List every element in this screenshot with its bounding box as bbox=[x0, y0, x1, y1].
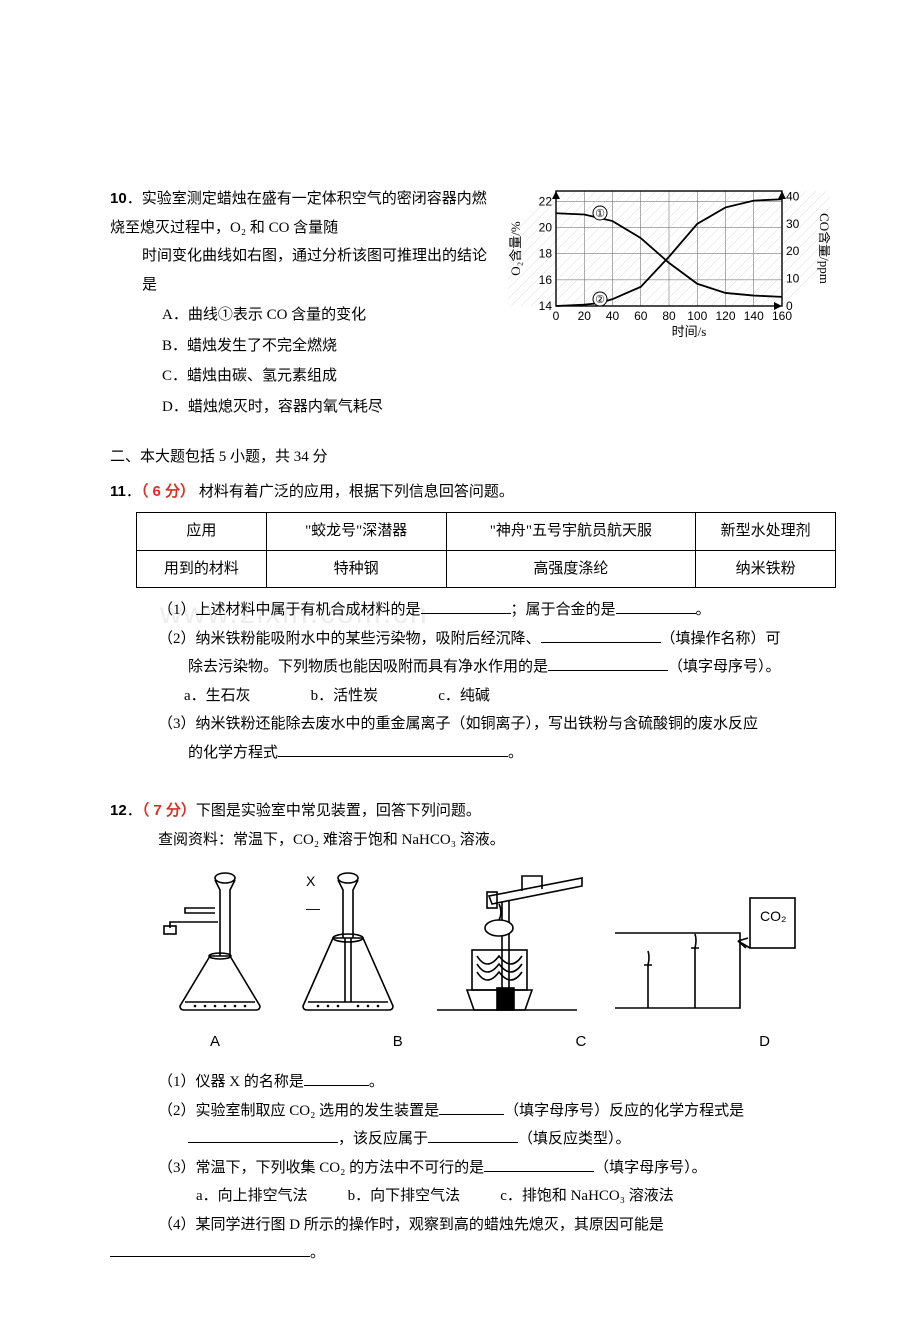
q10-number: 10 bbox=[110, 190, 127, 207]
svg-text:16: 16 bbox=[539, 273, 553, 287]
svg-text:O₂含量/%: O₂含量/% bbox=[508, 221, 523, 276]
blank bbox=[616, 613, 696, 614]
svg-text:20: 20 bbox=[539, 221, 553, 235]
question-10: 10．实验室测定蜡烛在盛有一定体积空气的密闭容器内燃烧至熄灭过程中，O₂ 和 C… bbox=[110, 185, 830, 423]
svg-text:40: 40 bbox=[786, 189, 800, 203]
q11-p1b: ；属于合金的是 bbox=[511, 602, 616, 618]
svg-text:100: 100 bbox=[687, 309, 707, 323]
q11-opt-b: b．活性炭 bbox=[311, 682, 379, 711]
apparatus-d: CO₂ bbox=[610, 893, 800, 1024]
q12-sub4b: 。 bbox=[310, 1245, 325, 1261]
table-cell: 纳米铁粉 bbox=[696, 550, 836, 588]
svg-text:140: 140 bbox=[744, 309, 764, 323]
q10-opt-a: A．曲线①表示 CO 含量的变化 bbox=[162, 301, 488, 330]
q11-lead: 材料有着广泛的应用，根据下列信息回答问题。 bbox=[195, 484, 514, 500]
svg-text:②: ② bbox=[595, 294, 605, 306]
svg-text:80: 80 bbox=[662, 309, 676, 323]
q11-points: （ 6 分） bbox=[141, 483, 195, 500]
label-a: A bbox=[210, 1028, 220, 1057]
q10-opt-c: C．蜡烛由碳、氢元素组成 bbox=[162, 362, 488, 391]
label-c: C bbox=[576, 1028, 587, 1057]
svg-text:时间/s: 时间/s bbox=[672, 324, 707, 339]
q12-sub1b: 。 bbox=[369, 1074, 384, 1090]
table-cell: "神舟"五号宇航员航天服 bbox=[446, 513, 696, 551]
label-b: B bbox=[393, 1028, 403, 1057]
svg-text:18: 18 bbox=[539, 247, 553, 261]
q11-table: 应用"蛟龙号"深潜器"神舟"五号宇航员航天服新型水处理剂用到的材料特种钢高强度涤… bbox=[136, 512, 836, 588]
svg-text:20: 20 bbox=[578, 309, 592, 323]
label-x: X bbox=[306, 873, 315, 889]
q10-opt-d: D．蜡烛熄灭时，容器内氧气耗尽 bbox=[162, 393, 488, 422]
svg-text:20: 20 bbox=[786, 244, 800, 258]
table-cell: 用到的材料 bbox=[137, 550, 267, 588]
q11-p1c: 。 bbox=[696, 602, 711, 618]
svg-text:14: 14 bbox=[539, 299, 553, 313]
blank bbox=[188, 1142, 338, 1143]
q11-p2-line2b: （填字母序号）。 bbox=[668, 659, 781, 675]
blank bbox=[548, 670, 668, 671]
svg-text:120: 120 bbox=[715, 309, 735, 323]
q12-lead: 下图是实验室中常见装置，回答下列问题。 bbox=[196, 803, 481, 819]
q12-opt3a: a．向上排空气法 bbox=[196, 1182, 308, 1211]
q11-p2a: （2）纳米铁粉能吸附水中的某些污染物，吸附后经沉降、 bbox=[158, 631, 541, 647]
svg-text:40: 40 bbox=[606, 309, 620, 323]
q11-p3a: （3）纳米铁粉还能除去废水中的重金属离子（如铜离子），写出铁粉与含硫酸铜的废水反… bbox=[110, 710, 830, 739]
q10-stem2: 时间变化曲线如右图，通过分析该图可推理出的结论是 bbox=[110, 242, 488, 299]
question-12: 12．（ 7 分）下图是实验室中常见装置，回答下列问题。 查阅资料：常温下，CO… bbox=[110, 797, 830, 1268]
table-cell: 高强度涤纶 bbox=[446, 550, 696, 588]
q12-opt3b: b．向下排空气法 bbox=[348, 1182, 461, 1211]
q10-opt-b: B．蜡烛发生了不完全燃烧 bbox=[162, 332, 488, 361]
blank bbox=[304, 1085, 369, 1086]
svg-text:CO含量/ppm: CO含量/ppm bbox=[817, 213, 830, 284]
question-11: 11．（ 6 分） 材料有着广泛的应用，根据下列信息回答问题。 应用"蛟龙号"深… bbox=[110, 478, 830, 768]
table-cell: 应用 bbox=[137, 513, 267, 551]
co2-label: CO₂ bbox=[760, 908, 786, 924]
blank bbox=[278, 756, 508, 757]
q12-number: 12 bbox=[110, 802, 127, 819]
q10-stem: ．实验室测定蜡烛在盛有一定体积空气的密闭容器内燃烧至熄灭过程中，O₂ 和 CO … bbox=[110, 191, 487, 236]
apparatus-c bbox=[427, 868, 587, 1024]
q11-p2-line2a: 除去污染物。下列物质也能因吸附而具有净水作用的是 bbox=[188, 659, 548, 675]
q11-opt-c: c．纯碱 bbox=[438, 682, 490, 711]
q12-points: （ 7 分） bbox=[142, 802, 196, 819]
table-cell: "蛟龙号"深潜器 bbox=[266, 513, 446, 551]
blank bbox=[484, 1171, 594, 1172]
blank bbox=[421, 613, 511, 614]
q12-sub3b: （填字母序号）。 bbox=[594, 1160, 707, 1176]
apparatus-a: X — bbox=[160, 868, 270, 1024]
q11-opt-a: a．生石灰 bbox=[184, 682, 251, 711]
q12-ref: 查阅资料：常温下，CO₂ 难溶于饱和 NaHCO₃ 溶液。 bbox=[110, 826, 830, 855]
svg-text:60: 60 bbox=[634, 309, 648, 323]
q12-sub4a: （4）某同学进行图 D 所示的操作时，观察到高的蜡烛先熄灭，其原因可能是 bbox=[110, 1211, 830, 1240]
q12-sub2a: （2）实验室制取应 CO₂ 选用的发生装置是 bbox=[158, 1103, 439, 1119]
q11-p3c: 。 bbox=[508, 745, 523, 761]
q12-opt3c: c．排饱和 NaHCO₃ 溶液法 bbox=[500, 1182, 674, 1211]
q12-sub2b: （填字母序号）反应的化学方程式是 bbox=[504, 1103, 744, 1119]
svg-text:0: 0 bbox=[553, 309, 560, 323]
q12-sub3a: （3）常温下，下列收集 CO₂ 的方法中不可行的是 bbox=[158, 1160, 484, 1176]
blank bbox=[110, 1256, 310, 1257]
q12-sub2d: （填反应类型）。 bbox=[518, 1131, 631, 1147]
svg-text:10: 10 bbox=[786, 272, 800, 286]
section-2-header: 二、本大题包括 5 小题，共 34 分 bbox=[110, 443, 830, 472]
table-cell: 新型水处理剂 bbox=[696, 513, 836, 551]
q11-p1a: （1）上述材料中属于有机合成材料的是 bbox=[158, 602, 421, 618]
q10-chart: 1416182022010203040020406080100120140160… bbox=[508, 185, 830, 340]
blank bbox=[428, 1142, 518, 1143]
svg-text:22: 22 bbox=[539, 194, 553, 208]
svg-text:30: 30 bbox=[786, 217, 800, 231]
table-cell: 特种钢 bbox=[266, 550, 446, 588]
svg-text:①: ① bbox=[595, 208, 605, 220]
blank bbox=[541, 642, 661, 643]
q12-sub1a: （1）仪器 X 的名称是 bbox=[158, 1074, 304, 1090]
q11-p2b: （填操作名称）可 bbox=[661, 631, 781, 647]
q12-sub2c: ，该反应属于 bbox=[338, 1131, 428, 1147]
q11-p3b: 的化学方程式 bbox=[188, 745, 278, 761]
blank bbox=[439, 1114, 504, 1115]
q11-number: 11 bbox=[110, 483, 126, 500]
svg-text:160: 160 bbox=[772, 309, 792, 323]
label-d: D bbox=[759, 1028, 770, 1057]
